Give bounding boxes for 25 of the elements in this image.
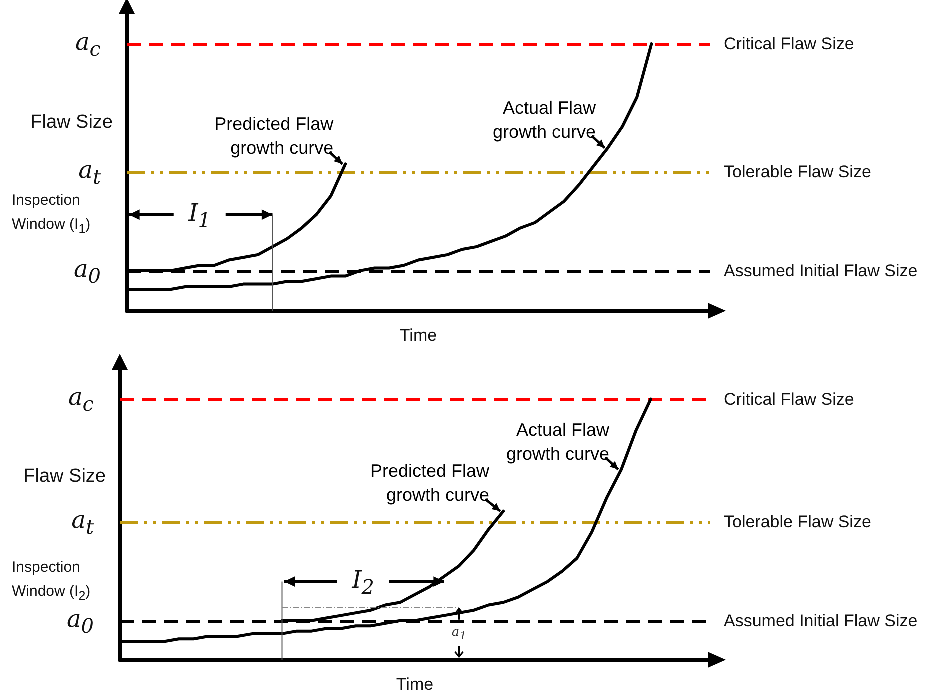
ref-line-label: Tolerable Flaw Size bbox=[724, 512, 872, 532]
y-axis-title: Flaw Size bbox=[30, 112, 113, 134]
ref-line-label: Critical Flaw Size bbox=[724, 390, 854, 409]
text: Inspection Window (I$_{2}$) bbox=[12, 558, 91, 603]
series-label: Actual Flaw growth curve bbox=[505, 418, 610, 466]
annotation: I$_{2}$ bbox=[351, 566, 376, 601]
ref-line-label: Tolerable Flaw Size bbox=[724, 162, 872, 182]
text: a$_{c}$ bbox=[68, 383, 94, 418]
ref-line-label: Critical Flaw Size bbox=[724, 34, 854, 54]
ref-line-label: Assumed Initial Flaw Size bbox=[724, 611, 918, 630]
series-label: Predicted Flaw growth curve bbox=[214, 113, 334, 160]
ref-line-label: Assumed Initial Flaw Size bbox=[724, 261, 918, 280]
x-axis-title: Time bbox=[396, 675, 434, 694]
text: a$_{t}$ bbox=[78, 156, 101, 191]
text: Inspection Window (I$_{1}$) bbox=[12, 190, 92, 238]
series-label: Actual Flaw growth curve bbox=[492, 97, 596, 144]
y-axis-title: Flaw Size bbox=[24, 466, 106, 488]
x-axis-title: Time bbox=[400, 326, 438, 345]
text: a$_{c}$ bbox=[75, 28, 101, 63]
annotation: a$_{1}$ bbox=[450, 624, 468, 645]
text: a$_{0}$ bbox=[74, 254, 101, 290]
text: a$_{t}$ bbox=[72, 506, 94, 541]
series-label: Predicted Flaw growth curve bbox=[370, 460, 490, 508]
annotation: I$_{1}$ bbox=[188, 198, 212, 234]
text: a$_{0}$ bbox=[66, 604, 94, 640]
